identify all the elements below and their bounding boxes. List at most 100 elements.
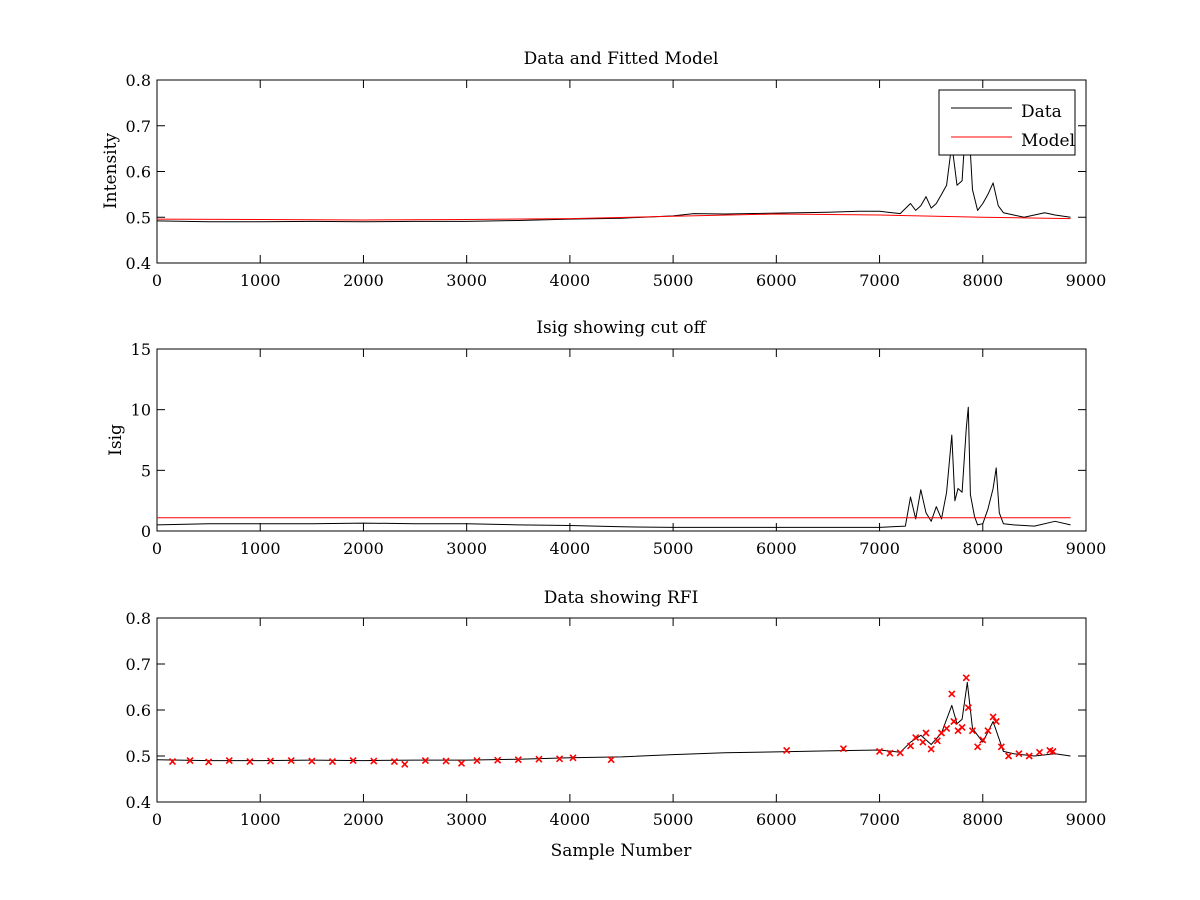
plot-area: 0 1000 2000 3000 4000 5000 6000 7000 8000 9000 0 5 1… <box>131 340 1107 558</box>
y-tick-label: 0.4 <box>126 254 151 273</box>
x-tick-label: 2000 <box>343 810 384 829</box>
data-point-marker <box>948 690 956 698</box>
data-point-marker <box>992 717 1000 726</box>
data-point-marker <box>984 727 992 735</box>
data-point-marker <box>457 759 466 767</box>
y-tick-label: 0.8 <box>126 71 151 90</box>
data-point-marker <box>246 757 254 766</box>
data-point-marker <box>186 757 194 765</box>
x-axis-label: Sample Number <box>551 841 693 861</box>
y-axis-label: Isig <box>106 424 126 456</box>
plot-area: 0 1000 2000 3000 4000 5000 6000 7000 8000 9000 0.4… <box>126 609 1107 829</box>
legend-box <box>938 89 1076 156</box>
data-point-marker <box>421 757 429 765</box>
data-point-marker <box>535 755 543 763</box>
data-point-marker <box>1025 752 1033 760</box>
data-point-marker <box>950 717 958 726</box>
data-point-marker <box>556 755 564 763</box>
data-point-marker <box>494 756 502 764</box>
y-tick-label: 0 <box>141 522 151 541</box>
x-tick-label: 1000 <box>240 810 281 829</box>
data-point-marker <box>783 746 791 755</box>
legend-label-model: Model <box>1021 131 1075 151</box>
x-tick-label: 8000 <box>962 539 1003 558</box>
data-point-marker <box>962 674 970 682</box>
data-point-marker <box>349 757 357 765</box>
y-tick-label: 0.6 <box>126 163 151 182</box>
x-tick-label: 0 <box>152 539 162 558</box>
y-tick-label: 0.4 <box>126 793 151 812</box>
data-point-marker <box>607 756 615 764</box>
data-point-marker <box>875 747 884 755</box>
data-point-marker <box>328 757 337 766</box>
data-point-marker <box>886 749 894 757</box>
x-tick-label: 7000 <box>859 271 900 290</box>
y-tick-label: 0.7 <box>126 117 151 136</box>
x-tick-label: 0 <box>152 271 162 290</box>
series-rfi-markers <box>168 674 1057 768</box>
x-tick-label: 3000 <box>446 810 487 829</box>
y-axis-label: Intensity <box>101 133 121 209</box>
data-point-marker <box>287 757 295 765</box>
data-point-marker <box>266 757 275 765</box>
x-tick-label: 7000 <box>859 810 900 829</box>
data-point-marker <box>919 738 927 746</box>
data-point-marker <box>964 704 972 712</box>
data-point-marker <box>370 757 378 765</box>
y-tick-label: 0.6 <box>126 701 151 720</box>
data-point-marker <box>514 756 522 764</box>
series-line-0 <box>156 406 1071 528</box>
y-tick-label: 0.7 <box>126 655 151 674</box>
x-tick-label: 1000 <box>240 271 281 290</box>
data-point-marker <box>308 757 316 765</box>
data-point-marker <box>473 757 481 765</box>
data-point-marker <box>390 757 398 766</box>
x-tick-label: 6000 <box>756 539 797 558</box>
data-point-marker <box>1049 747 1057 755</box>
plot-title: Data showing RFI <box>544 588 699 608</box>
data-point-marker <box>168 757 177 766</box>
data-point-marker <box>839 745 847 753</box>
y-tick-label: 15 <box>131 340 151 359</box>
y-tick-label: 0.8 <box>126 609 151 628</box>
y-tick-label: 0.5 <box>126 208 151 227</box>
x-tick-label: 9000 <box>1066 539 1107 558</box>
x-tick-label: 6000 <box>756 810 797 829</box>
x-tick-label: 8000 <box>962 810 1003 829</box>
data-point-marker <box>442 757 450 765</box>
series-line-data <box>156 97 1071 223</box>
data-point-marker <box>997 743 1005 751</box>
data-point-marker <box>958 723 966 732</box>
data-point-marker <box>225 757 233 765</box>
plot-rfi: Data showing RFI Sample Number 0 1000 2000… <box>126 588 1107 861</box>
data-point-marker <box>569 754 577 762</box>
data-point-marker <box>933 737 941 745</box>
series-line-model <box>156 213 1071 221</box>
plot-title: Data and Fitted Model <box>524 49 719 69</box>
plot-title: Isig showing cut off <box>536 318 707 338</box>
x-tick-label: 2000 <box>343 271 384 290</box>
x-tick-label: 4000 <box>550 539 591 558</box>
data-point-marker <box>927 745 935 753</box>
plot-intensity: Data and Fitted Model Intensity 0 1000 200… <box>101 49 1106 290</box>
x-tick-label: 9000 <box>1066 271 1107 290</box>
x-tick-label: 0 <box>152 810 162 829</box>
data-point-marker <box>989 713 997 721</box>
x-tick-label: 6000 <box>756 271 797 290</box>
x-tick-label: 4000 <box>550 271 591 290</box>
data-point-marker <box>974 743 982 751</box>
y-tick-label: 0.5 <box>126 747 151 766</box>
x-tick-label: 3000 <box>446 539 487 558</box>
x-tick-label: 7000 <box>859 539 900 558</box>
x-tick-label: 1000 <box>240 539 281 558</box>
x-tick-label: 3000 <box>446 271 487 290</box>
data-point-marker <box>1035 748 1044 756</box>
x-tick-label: 2000 <box>343 539 384 558</box>
plot-area: 0 1000 2000 3000 4000 5000 6000 7000 8000 9000 0.4… <box>126 71 1107 290</box>
axes-frame <box>156 348 1087 532</box>
data-point-marker <box>906 742 915 750</box>
x-tick-label: 8000 <box>962 271 1003 290</box>
data-point-marker <box>912 734 920 742</box>
data-point-marker <box>979 736 987 744</box>
